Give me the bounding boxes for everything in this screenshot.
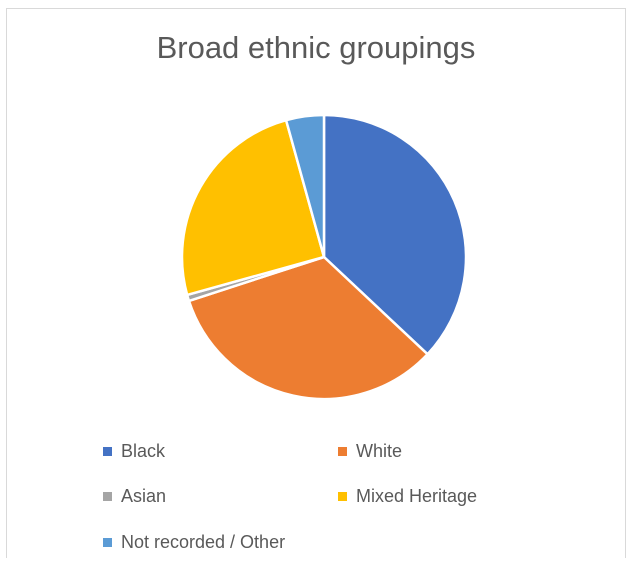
legend-label-black: Black: [121, 441, 166, 461]
legend-label-not-recorded-other: Not recorded / Other: [121, 532, 286, 552]
chart-title: Broad ethnic groupings: [156, 30, 476, 65]
legend-swatch-black: [103, 447, 112, 456]
legend-item-white: White: [338, 441, 402, 462]
legend-item-not-recorded-other: Not recorded / Other: [103, 532, 285, 553]
legend-swatch-not-recorded-other: [103, 538, 112, 547]
pie-slice-mixed-heritage: [180, 118, 326, 297]
pie-slice-white: [187, 255, 429, 401]
legend-swatch-white: [338, 447, 347, 456]
pie-slice-black: [322, 113, 468, 356]
pie-slice-not-recorded-other: [284, 113, 326, 259]
legend-label-white: White: [356, 441, 403, 461]
legend-item-asian: Asian: [103, 486, 166, 507]
legend-swatch-mixed-heritage: [338, 492, 347, 501]
legend-swatch-asian: [103, 492, 112, 501]
legend-label-asian: Asian: [121, 486, 167, 506]
legend-item-black: Black: [103, 441, 165, 462]
legend-label-mixed-heritage: Mixed Heritage: [356, 486, 478, 506]
legend-item-mixed-heritage: Mixed Heritage: [338, 486, 477, 507]
